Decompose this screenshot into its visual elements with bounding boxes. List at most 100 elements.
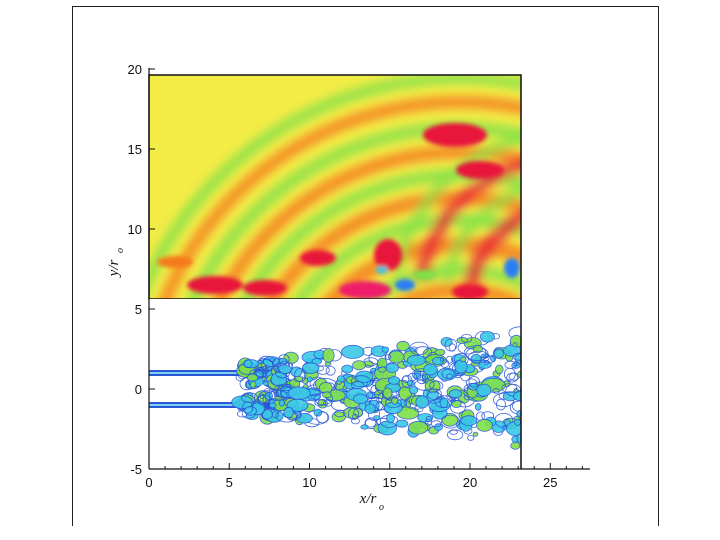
- vorticity-contour: [260, 358, 274, 372]
- y-tick-label-minus5: -5: [130, 462, 142, 477]
- vorticity-contour: [440, 414, 460, 429]
- x-tick-label: 15: [383, 475, 397, 490]
- vorticity-contour: [316, 411, 329, 424]
- vorticity-contour: [395, 419, 409, 428]
- acoustic-hotspot: [300, 250, 336, 266]
- vorticity-contour: [514, 418, 521, 426]
- vorticity-contour: [321, 391, 332, 399]
- acoustic-hotspot: [504, 258, 520, 278]
- vorticity-contour: [406, 380, 415, 387]
- vorticity-contour: [352, 360, 366, 371]
- vorticity-contour: [430, 420, 442, 428]
- acoustic-hotspot: [376, 266, 388, 274]
- vorticity-contour: [460, 415, 478, 426]
- vorticity-contour: [470, 353, 482, 364]
- y-axis-title-main: y/r: [106, 260, 122, 279]
- vorticity-contour: [459, 356, 467, 363]
- vorticity-contour: [246, 373, 259, 382]
- vorticity-contour: [322, 348, 335, 363]
- vorticity-contour: [448, 389, 463, 399]
- vorticity-contour: [476, 383, 492, 397]
- vorticity-contour: [336, 375, 345, 383]
- vorticity-contour: [439, 356, 444, 362]
- vorticity-contour: [407, 372, 418, 382]
- vorticity-contour: [384, 354, 392, 360]
- vorticity-contour: [434, 348, 446, 356]
- vorticity-contour: [440, 336, 453, 347]
- y-tick-label-0: 0: [135, 382, 142, 397]
- acoustic-hotspot: [339, 281, 391, 299]
- vorticity-contour: [244, 406, 258, 416]
- vorticity-contour: [341, 364, 354, 374]
- y-axis-title-sub: o: [115, 248, 126, 253]
- acoustic-hotspot: [187, 276, 243, 294]
- acoustic-wavefront: [159, 96, 521, 299]
- vorticity-contour: [425, 415, 432, 423]
- vorticity-contour-panel: [149, 299, 521, 469]
- vorticity-contour: [360, 424, 369, 430]
- vorticity-contour: [467, 350, 490, 364]
- vorticity-contour: [495, 364, 504, 375]
- y-tick-label-20: 20: [128, 62, 142, 77]
- vorticity-contour: [475, 403, 482, 411]
- vorticity-contour: [401, 374, 413, 388]
- vorticity-contour: [472, 431, 479, 437]
- acoustic-wavefront: [293, 214, 521, 299]
- vorticity-contour: [408, 385, 419, 395]
- acoustic-hotspot: [413, 270, 437, 280]
- vorticity-contour: [310, 393, 322, 400]
- acoustic-wavefront: [441, 186, 521, 283]
- vorticity-contour: [385, 397, 402, 409]
- vorticity-contour: [243, 359, 253, 369]
- vorticity-contour: [431, 356, 445, 365]
- vorticity-contour: [437, 367, 457, 381]
- vorticity-blobs: [231, 326, 521, 450]
- vorticity-contour: [446, 373, 453, 380]
- vorticity-contour: [274, 391, 280, 398]
- vorticity-contour: [353, 393, 368, 405]
- vorticity-contour: [454, 359, 468, 374]
- vorticity-contour: [353, 407, 364, 417]
- vorticity-contour: [294, 367, 307, 383]
- y-ticks-bottom: 5 0 -5: [130, 302, 155, 477]
- vorticity-contour: [334, 409, 346, 418]
- vorticity-contour: [278, 360, 293, 375]
- x-ticks: 0 5 10 15 20 25: [145, 463, 583, 490]
- vorticity-contour: [351, 381, 365, 390]
- acoustic-wavefront: [240, 169, 521, 299]
- vorticity-contour: [467, 434, 475, 441]
- vorticity-contour: [493, 348, 505, 359]
- acoustic-wavefront: [149, 75, 521, 292]
- x-axis-title-main: x/r: [359, 491, 377, 507]
- vorticity-contour: [468, 376, 480, 388]
- vorticity-contour: [382, 387, 393, 399]
- acoustic-hotspot: [374, 239, 402, 271]
- x-tick-label: 25: [543, 475, 557, 490]
- vorticity-contour: [391, 396, 399, 405]
- vorticity-contour: [512, 342, 518, 348]
- vorticity-contour: [314, 399, 327, 407]
- x-axis-title: x/r o: [359, 491, 384, 513]
- vorticity-contour: [446, 429, 464, 441]
- vorticity-contour: [325, 365, 336, 376]
- vorticity-contour: [301, 362, 320, 374]
- vorticity-contour: [449, 400, 466, 414]
- vorticity-contour: [510, 441, 521, 450]
- slide-frame: [72, 6, 659, 526]
- acoustic-hotspot: [423, 123, 487, 147]
- vorticity-contour: [513, 361, 519, 367]
- vorticity-contour: [387, 376, 401, 385]
- acoustic-wavefront: [463, 210, 521, 288]
- vorticity-contour: [448, 343, 456, 352]
- vorticity-contour: [313, 408, 323, 417]
- acoustic-hotspot: [157, 256, 193, 268]
- vorticity-contour: [503, 367, 516, 381]
- vorticity-contour: [512, 352, 521, 361]
- vorticity-contour: [278, 354, 290, 365]
- vorticity-contour: [259, 393, 265, 400]
- x-tick-label: 0: [145, 475, 152, 490]
- vorticity-contour: [283, 406, 294, 419]
- acoustic-hotspot: [456, 161, 504, 179]
- vorticity-contour: [409, 341, 429, 356]
